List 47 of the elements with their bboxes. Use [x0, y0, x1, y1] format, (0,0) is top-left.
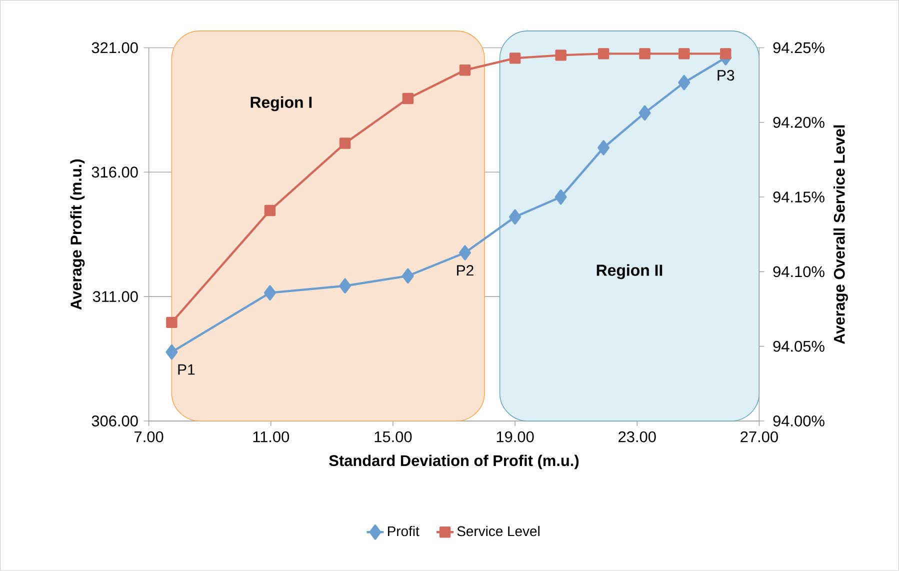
point: [639, 48, 650, 60]
point: [554, 190, 567, 205]
legend-label: Service Level: [457, 526, 540, 536]
y-tick-label: 311.00: [92, 291, 138, 302]
point: [598, 48, 610, 60]
point: [339, 138, 351, 149]
x-axis-title: Standard Deviation of Profit (m.u.): [329, 454, 579, 470]
point: [166, 316, 178, 328]
y-tick-label: 306.00: [92, 416, 138, 427]
x-tick-label: 27.00: [740, 431, 778, 442]
point: [555, 50, 566, 61]
point: [402, 268, 414, 284]
x-tick-label: 7.00: [134, 431, 164, 442]
point: [166, 344, 178, 360]
point: [598, 140, 610, 156]
x-tick-label: 19.00: [496, 431, 534, 442]
annotation: P3: [718, 70, 734, 81]
annotation: P2: [457, 265, 474, 276]
y2-tick-label: 94.05%: [773, 340, 824, 352]
band-label: Region II: [596, 264, 662, 280]
x-tick-label: 11.00: [253, 431, 290, 442]
point: [402, 92, 414, 104]
legend-label: Profit: [388, 526, 420, 536]
point: [720, 48, 732, 60]
point: [638, 105, 651, 121]
y2-tick-label: 94.15%: [773, 192, 824, 203]
annotation: P1: [178, 364, 195, 375]
point: [678, 75, 690, 90]
x-tick-label: 23.00: [618, 431, 656, 442]
point: [459, 245, 471, 260]
y2-tick-label: 94.00%: [773, 416, 824, 427]
y2-tick-label: 94.20%: [773, 117, 824, 128]
x-tick-label: 15.00: [374, 431, 412, 442]
point: [509, 52, 521, 64]
point: [459, 64, 471, 76]
y2-axis-title: Average Overall Service Level: [833, 125, 848, 344]
band-label: Region I: [250, 96, 312, 112]
point: [264, 285, 276, 301]
y-axis-title: Average Profit (m.u.): [70, 160, 85, 310]
y2-tick-label: 94.25%: [773, 42, 824, 54]
y-tick-label: 321.00: [92, 42, 138, 54]
point: [678, 48, 690, 60]
point: [339, 278, 352, 294]
point: [264, 204, 276, 216]
y-tick-label: 316.00: [92, 166, 138, 178]
y2-tick-label: 94.10%: [773, 266, 824, 278]
point: [509, 209, 522, 225]
